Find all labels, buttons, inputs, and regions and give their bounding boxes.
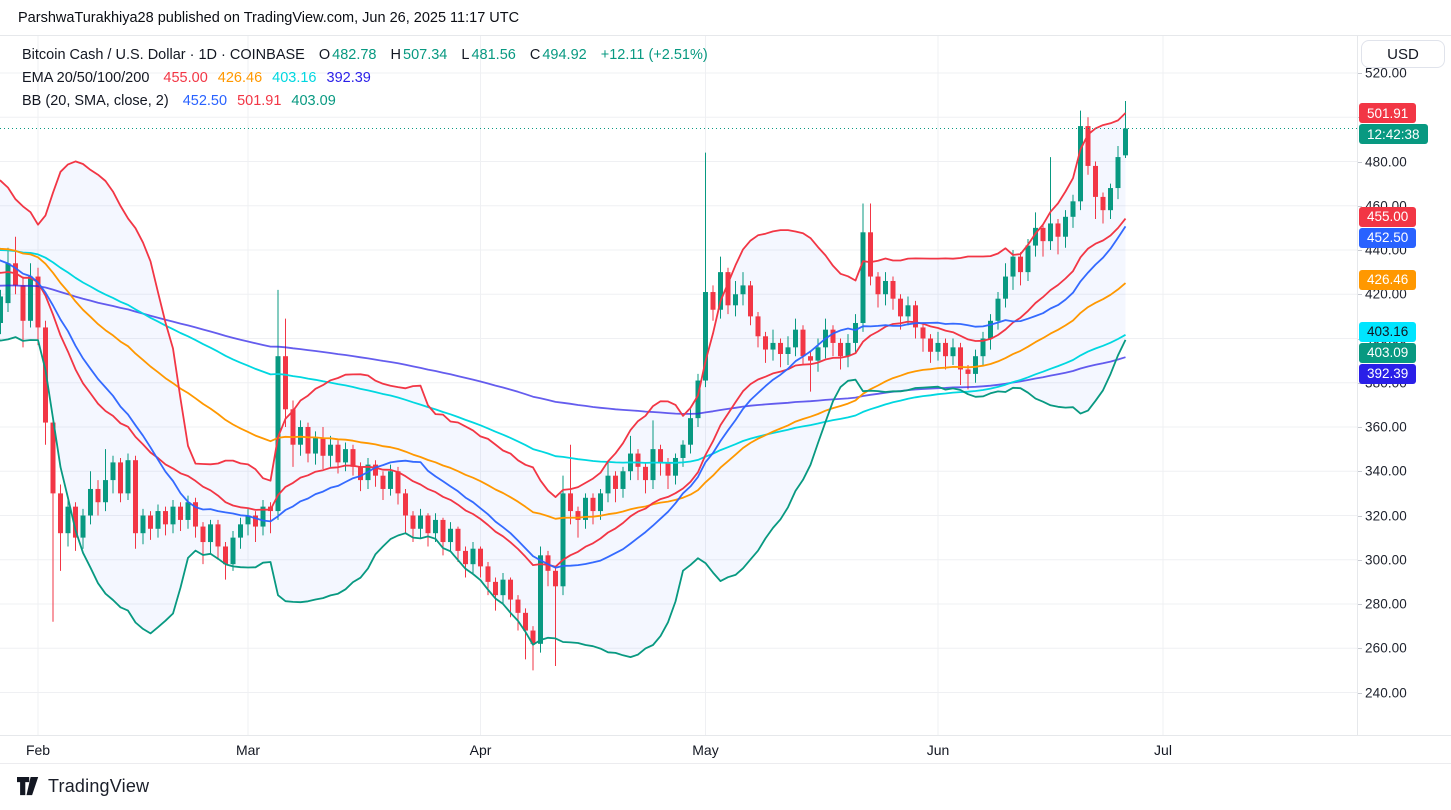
month-label-mar: Mar — [235, 742, 261, 758]
price-axis[interactable]: 520.00500.00480.00460.00440.00420.00400.… — [1357, 36, 1451, 735]
time-axis[interactable]: Feb Mar Apr May Jun Jul — [0, 735, 1451, 764]
axis-tickmark — [1358, 73, 1362, 74]
bb-basis-badge: 452.50 — [1359, 227, 1417, 248]
high-label: H — [390, 47, 402, 63]
open-value: 482.78 — [332, 47, 377, 63]
published-bar: ParshwaTurakhiya28 published on TradingV… — [0, 0, 1451, 36]
indicator-value: 403.16 — [272, 70, 317, 86]
ema50-badge: 426.46 — [1359, 269, 1417, 290]
month-label-jul: Jul — [1154, 742, 1172, 758]
high-value: 507.34 — [403, 47, 448, 63]
axis-tickmark — [1358, 471, 1362, 473]
open-label: O — [318, 47, 331, 63]
price-chart[interactable] — [0, 36, 1357, 735]
tradingview-link[interactable]: TradingView — [16, 773, 149, 799]
price-tick-label: 420.00 — [1365, 286, 1407, 302]
low-value: 481.56 — [471, 47, 516, 63]
price-tick-label: 320.00 — [1365, 508, 1407, 523]
chart-area: Bitcoin Cash / U.S. Dollar · 1D · COINBA… — [0, 36, 1451, 765]
ema-legend-row[interactable]: EMA 20/50/100/200 455.00 426.46 403.16 392.… — [22, 67, 708, 90]
price-tick-label: 280.00 — [1365, 596, 1407, 612]
axis-tickmark — [1358, 205, 1362, 207]
ema200-badge: 392.39 — [1359, 363, 1417, 384]
ema-values: 455.00 426.46 403.16 392.39 — [153, 70, 370, 86]
brand-name: TradingView — [48, 775, 150, 796]
axis-tickmark — [1358, 427, 1362, 428]
symbol-title: Bitcoin Cash / U.S. Dollar · 1D · COINBA… — [22, 47, 305, 63]
bb-legend-row[interactable]: BB (20, SMA, close, 2) 452.50 501.91 403.0… — [22, 90, 708, 113]
price-tick-label: 300.00 — [1365, 552, 1407, 568]
countdown-badge: 12:42:38 — [1359, 124, 1428, 145]
bb-lower-badge: 403.09 — [1359, 342, 1417, 363]
indicator-value: 392.39 — [326, 70, 371, 86]
price-tick-label: 240.00 — [1365, 685, 1407, 700]
month-label-feb: Feb — [25, 742, 51, 758]
price-tick-label: 520.00 — [1365, 65, 1407, 81]
tradingview-logo-icon — [17, 776, 39, 795]
price-tick-label: 260.00 — [1365, 640, 1407, 656]
axis-tickmark — [1358, 161, 1362, 163]
bb-upper-badge: 501.91 — [1359, 103, 1417, 124]
symbol-legend-row[interactable]: Bitcoin Cash / U.S. Dollar · 1D · COINBA… — [22, 44, 708, 67]
price-tick-label: 480.00 — [1365, 154, 1407, 169]
indicator-value: 455.00 — [163, 70, 208, 86]
ema100-badge: 403.16 — [1359, 321, 1417, 342]
close-label: C — [529, 47, 541, 63]
month-label-jun: Jun — [926, 742, 950, 758]
ema-label: EMA 20/50/100/200 — [22, 70, 150, 86]
month-label-apr: Apr — [469, 742, 492, 758]
axis-tickmark — [1358, 648, 1362, 650]
indicator-value: 403.09 — [291, 93, 336, 109]
axis-tickmark — [1358, 559, 1362, 561]
indicator-value: 426.46 — [217, 70, 263, 86]
bb-label: BB (20, SMA, close, 2) — [22, 93, 169, 109]
close-value: 494.92 — [542, 47, 587, 63]
published-line: ParshwaTurakhiya28 published on TradingV… — [18, 9, 520, 26]
price-tick-label: 360.00 — [1365, 419, 1407, 435]
currency-button[interactable]: USD — [1361, 40, 1445, 68]
price-tick-label: 340.00 — [1365, 463, 1407, 479]
low-label: L — [461, 47, 470, 63]
bb-values: 452.50 501.91 403.09 — [173, 93, 336, 109]
ema20-badge: 455.00 — [1359, 206, 1417, 227]
chart-legend: Bitcoin Cash / U.S. Dollar · 1D · COINBA… — [22, 44, 708, 113]
axis-tickmark — [1358, 250, 1362, 251]
change-value: +12.11 (+2.51%) — [600, 47, 708, 63]
indicator-value: 452.50 — [182, 93, 228, 109]
indicator-value: 501.91 — [237, 93, 282, 109]
axis-tickmark — [1358, 515, 1362, 517]
axis-tickmark — [1358, 604, 1362, 605]
month-label-may: May — [692, 742, 719, 758]
axis-tickmark — [1358, 692, 1362, 694]
axis-tickmark — [1358, 294, 1362, 296]
